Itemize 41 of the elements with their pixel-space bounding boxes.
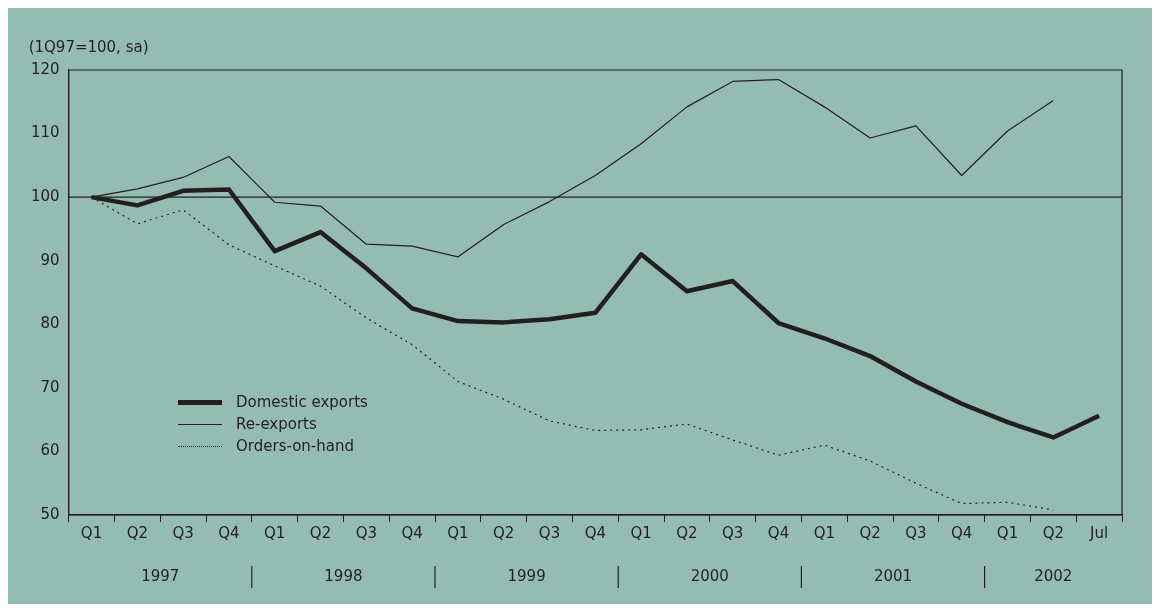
y-tick-label: 110: [30, 123, 60, 142]
x-tick-label: Q4: [951, 523, 973, 542]
text: 1999: [507, 566, 546, 585]
x-tick-label: Q2: [309, 523, 332, 542]
x-tick-label: Q1: [447, 523, 469, 542]
text: 1997: [141, 566, 180, 585]
text: 2001: [873, 566, 913, 585]
legend-label: Re-exports: [236, 415, 317, 433]
legend-label: Orders-on-hand: [236, 437, 354, 455]
x-tick-label: Q3: [538, 523, 561, 542]
text: 2002: [1034, 566, 1073, 585]
x-tick-label: Q2: [493, 523, 515, 542]
y-tick-label: 50: [40, 504, 60, 523]
y-tick-label: 120: [30, 59, 60, 78]
x-tick-label: Jul: [1089, 523, 1109, 542]
legend-label: Domestic exports: [236, 393, 368, 411]
x-tick-label: Q1: [80, 523, 103, 542]
x-tick-label: Q4: [584, 523, 606, 542]
x-tick-label: Q3: [172, 523, 194, 542]
y-axis-title: (1Q97=100, sa): [28, 38, 149, 57]
y-tick-label: 70: [40, 377, 60, 396]
x-tick-label: Q4: [401, 523, 423, 542]
x-tick-label: Q1: [630, 523, 652, 542]
x-tick-label: Q4: [218, 523, 240, 542]
y-tick-label: 100: [30, 187, 60, 206]
y-tick-label: 80: [40, 314, 60, 333]
x-tick-label: Q3: [905, 523, 927, 542]
text: 2000: [690, 566, 729, 585]
y-tick-label: 60: [40, 441, 60, 460]
y-tick-label: 90: [40, 250, 60, 269]
x-tick-label: Q4: [767, 523, 790, 542]
x-tick-label: Q1: [813, 523, 835, 542]
x-tick-label: Q3: [355, 523, 377, 542]
x-tick-label: Q2: [1042, 523, 1064, 542]
x-tick-label: Q2: [126, 523, 149, 542]
x-tick-label: Q3: [722, 523, 744, 542]
text: 1998: [324, 566, 363, 585]
x-tick-label: Q2: [676, 523, 698, 542]
x-tick-label: Q1: [264, 523, 286, 542]
x-tick-label: Q1: [996, 523, 1019, 542]
x-tick-label: Q2: [859, 523, 881, 542]
